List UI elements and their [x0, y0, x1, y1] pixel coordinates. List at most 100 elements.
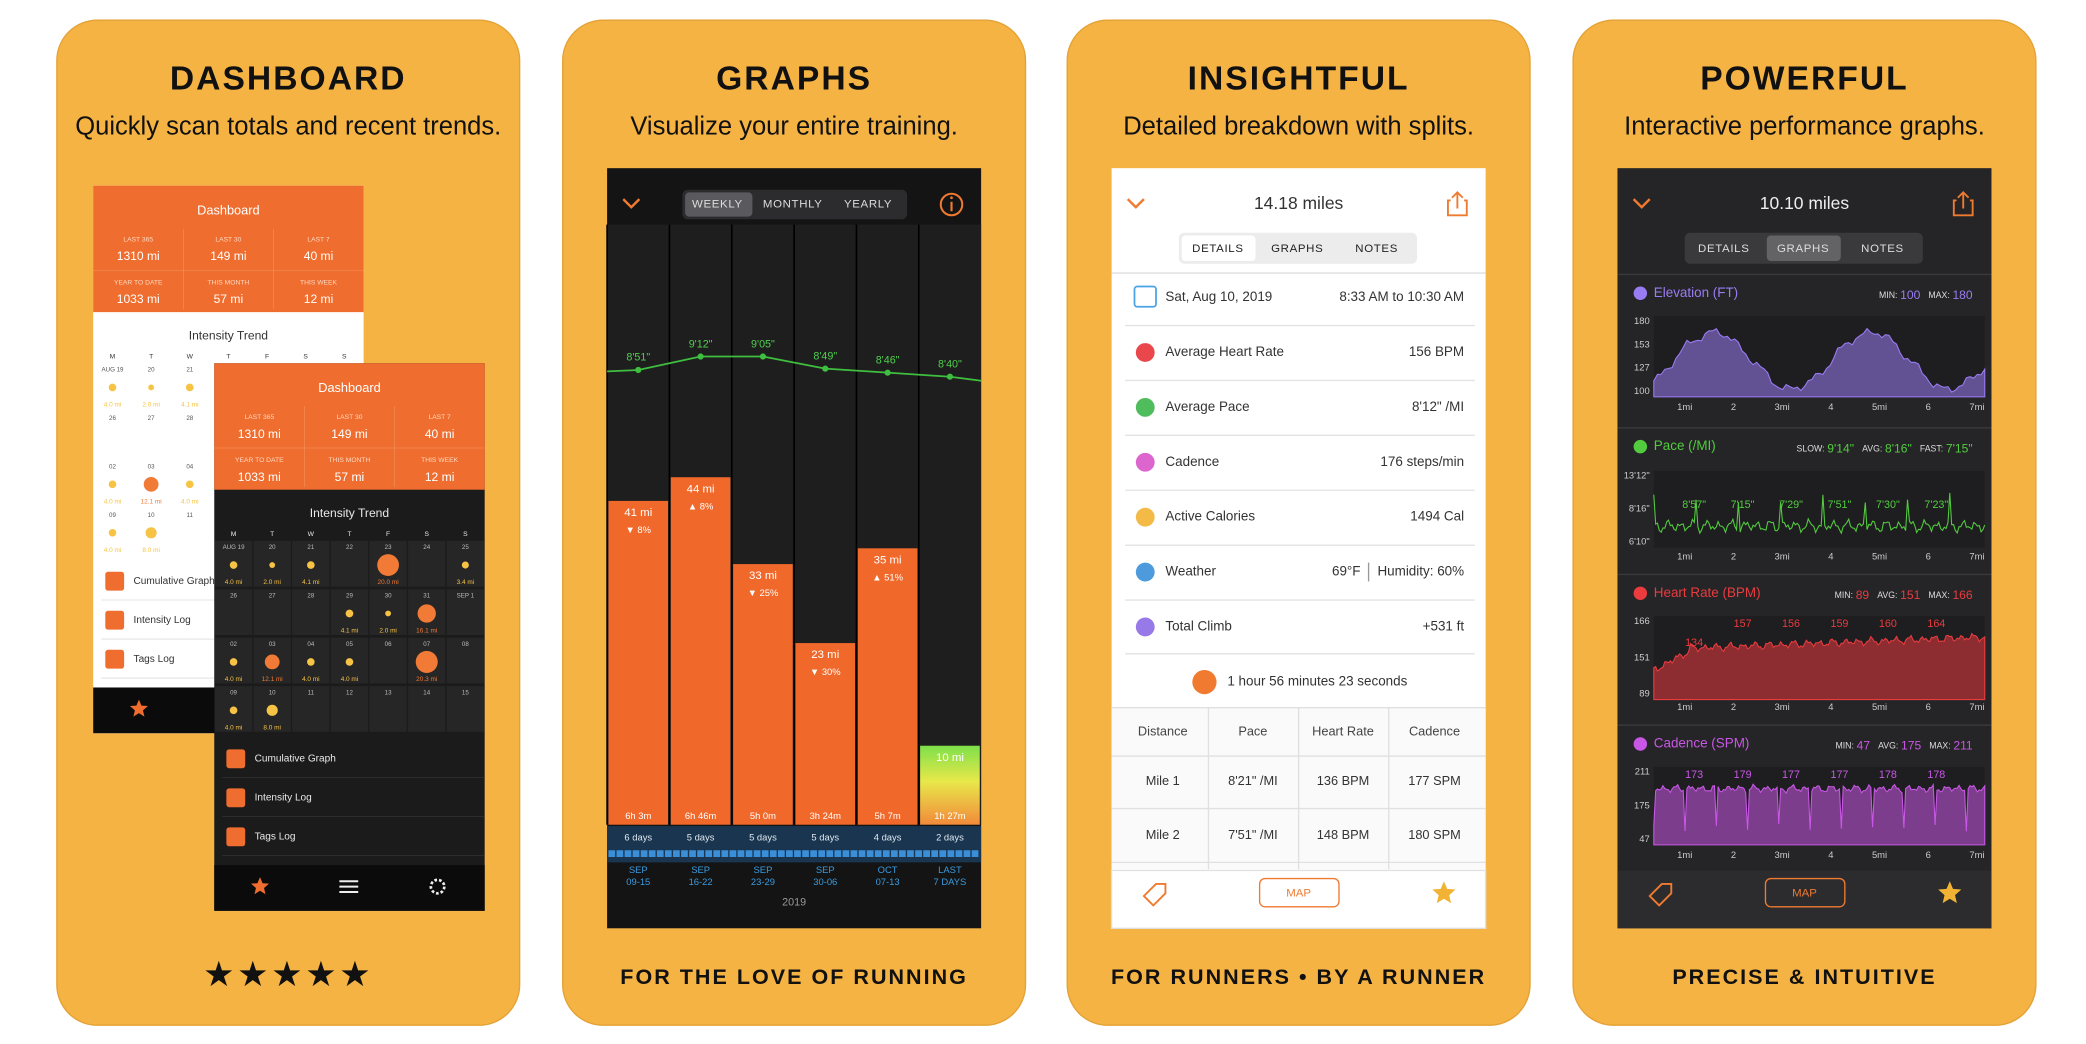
tab[interactable]: GRAPHS	[1777, 243, 1829, 255]
star-icon	[129, 699, 148, 717]
tab-bar	[1617, 870, 1992, 929]
menu-icon	[105, 610, 125, 630]
menu-item[interactable]: Tags Log	[255, 831, 296, 842]
day-cell	[729, 850, 737, 857]
map-button[interactable]	[1764, 877, 1846, 908]
intensity-dot	[417, 604, 436, 623]
menu-item[interactable]: Tags Log	[134, 654, 175, 665]
tab[interactable]: NOTES	[1355, 243, 1398, 255]
share-icon[interactable]	[1952, 191, 1974, 217]
graph-title: Heart Rate (BPM)	[1654, 585, 1761, 600]
run-time: 8:33 AM to 10:30 AM	[1339, 289, 1464, 304]
y-tick-label: 180	[1634, 315, 1650, 326]
calendar-distance: 4.0 mi	[341, 676, 359, 683]
selected-tab	[1181, 235, 1256, 261]
calendar-cell	[253, 589, 291, 636]
y-tick-label: 166	[1634, 615, 1650, 626]
back-chevron[interactable]	[1126, 198, 1145, 209]
calendar-date: 12	[346, 689, 353, 696]
tag-icon[interactable]	[1142, 882, 1167, 907]
menu-item[interactable]: Intensity Log	[255, 792, 312, 803]
weekday: F	[265, 353, 269, 360]
tab[interactable]: YEARLY	[844, 199, 892, 211]
calendar-distance: 4.0 mi	[225, 725, 243, 732]
detail-value: 156 BPM	[1409, 344, 1464, 359]
bar	[795, 643, 856, 825]
graph-annotation: 7'51"	[1828, 499, 1852, 511]
tab[interactable]: MONTHLY	[763, 199, 823, 211]
intensity-dot	[229, 561, 238, 569]
graph-annotation: 157	[1734, 618, 1752, 630]
stat-label: YEAR TO DATE	[114, 279, 163, 286]
info-icon[interactable]	[939, 192, 964, 217]
calendar-cell	[330, 686, 369, 732]
split-cell: 180 SPM	[1408, 827, 1461, 842]
map-button-label[interactable]: MAP	[1792, 887, 1817, 899]
calendar-date: 21	[307, 544, 314, 551]
duration: 1h 27m	[934, 810, 966, 821]
x-tick-label: 2	[1731, 849, 1736, 860]
day-cell	[705, 850, 713, 857]
weekday: W	[308, 531, 315, 538]
detail-label: Average Pace	[1165, 399, 1249, 414]
calendar-date: AUG 19	[102, 367, 125, 374]
day-cell	[689, 850, 696, 857]
day-cell	[632, 850, 640, 857]
map-button[interactable]	[1258, 877, 1340, 908]
day-cell	[664, 850, 672, 857]
day-cell	[971, 850, 979, 857]
x-tick-label: 7mi	[1969, 849, 1984, 860]
menu-item[interactable]: Intensity Log	[134, 615, 191, 626]
y-tick-label: 211	[1635, 766, 1650, 777]
stat-label: LAST 7	[307, 236, 330, 243]
tag-icon[interactable]	[1648, 882, 1673, 907]
x-tick-label: 2	[1731, 701, 1736, 712]
intensity-dot	[108, 528, 117, 537]
calendar-cell	[446, 637, 485, 684]
detail-value: 8'12" /MI	[1412, 399, 1464, 414]
calendar-cell	[446, 686, 485, 732]
back-chevron[interactable]	[622, 198, 641, 209]
back-chevron[interactable]	[1632, 198, 1651, 209]
change-label: ▼ 30%	[810, 666, 841, 677]
day-cell	[866, 850, 874, 857]
tab[interactable]: NOTES	[1861, 243, 1904, 255]
calendar-date: 11	[308, 689, 315, 696]
y-tick-label: 175	[1634, 799, 1650, 810]
row-icon	[1135, 452, 1155, 472]
tab[interactable]: DETAILS	[1192, 243, 1243, 255]
day-cell	[923, 850, 930, 857]
graph-annotation: 179	[1734, 769, 1752, 781]
day-cell	[907, 850, 914, 857]
share-icon[interactable]	[1447, 191, 1468, 217]
graph-annotation: 164	[1927, 618, 1945, 630]
x-tick-label: 7mi	[1969, 550, 1984, 561]
x-tick-label: 1mi	[1677, 550, 1692, 561]
date-top: OCT	[878, 864, 898, 875]
graph-fill	[1653, 327, 1986, 398]
map-button-label[interactable]: MAP	[1286, 887, 1311, 899]
intensity-dot	[461, 561, 469, 569]
stat-value: 57 mi	[335, 470, 365, 484]
calendar-date: 29	[346, 593, 353, 600]
pace-line	[607, 355, 982, 382]
days: 6 days	[624, 832, 652, 843]
menu-item[interactable]: Cumulative Graph	[255, 753, 336, 764]
bar-label: 10 mi	[936, 752, 964, 764]
tab[interactable]: GRAPHS	[1271, 243, 1323, 255]
graph-annotation: 134	[1685, 637, 1703, 649]
panel-subtitle: Quickly scan totals and recent trends.	[75, 113, 501, 141]
row-icon	[1135, 397, 1155, 417]
tab[interactable]: WEEKLY	[692, 199, 743, 211]
menu-item[interactable]: Cumulative Graph	[134, 576, 215, 587]
day-cell	[890, 850, 898, 857]
bar	[857, 548, 918, 825]
weekday: T	[226, 353, 230, 360]
year: 2019	[782, 897, 806, 909]
x-tick-label: 4	[1828, 550, 1833, 561]
calendar-date: 27	[269, 593, 276, 600]
stat-label: MAX:	[1928, 290, 1949, 300]
pace-point	[635, 366, 642, 374]
tab[interactable]: DETAILS	[1698, 243, 1749, 255]
